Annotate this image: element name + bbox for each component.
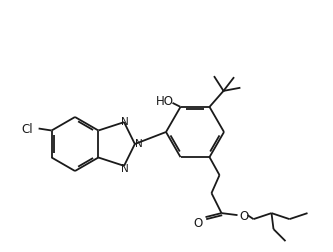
Text: N: N [121, 117, 129, 127]
Text: HO: HO [156, 95, 173, 108]
Text: Cl: Cl [21, 122, 33, 136]
Text: O: O [240, 209, 249, 222]
Text: N: N [135, 138, 143, 148]
Text: O: O [194, 216, 203, 229]
Text: N: N [121, 163, 129, 173]
